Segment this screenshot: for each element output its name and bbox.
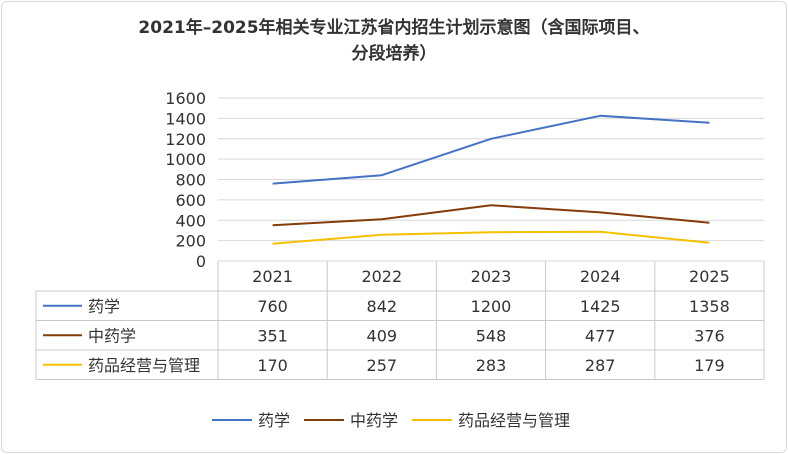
table-cell-1-2025: 1358 <box>689 297 730 316</box>
table-cell-2-2024: 477 <box>585 326 616 345</box>
legend: 药学 中药学 药品经营与管理 <box>212 411 570 430</box>
y-tick-label-400: 400 <box>175 211 206 230</box>
y-tick-label-800: 800 <box>175 171 206 190</box>
table-cell-3-2024: 287 <box>585 356 616 375</box>
chart-title-line-1: 2021年–2025年相关专业江苏省内招生计划示意图（含国际项目、 <box>138 17 649 38</box>
table-cell-3-2025: 179 <box>694 356 725 375</box>
x-tick-label-2024: 2024 <box>580 267 621 286</box>
table-cell-1-2021: 760 <box>257 297 288 316</box>
y-tick-label-0: 0 <box>196 252 206 271</box>
x-tick-label-2021: 2021 <box>252 267 293 286</box>
legend-label-3: 药品经营与管理 <box>458 411 570 430</box>
x-tick-label-2023: 2023 <box>471 267 512 286</box>
y-tick-label-600: 600 <box>175 191 206 210</box>
table-row-label-3: 药品经营与管理 <box>88 356 200 375</box>
legend-label-2: 中药学 <box>350 411 398 430</box>
y-tick-label-1200: 1200 <box>165 130 206 149</box>
table-row-label-1: 药学 <box>88 297 120 316</box>
table-cell-1-2022: 842 <box>367 297 398 316</box>
y-tick-label-1600: 1600 <box>165 89 206 108</box>
table-cell-3-2023: 283 <box>476 356 507 375</box>
x-tick-label-2022: 2022 <box>361 267 402 286</box>
table-cell-1-2024: 1425 <box>580 297 621 316</box>
table-cell-2-2022: 409 <box>367 326 398 345</box>
table-cell-3-2022: 257 <box>367 356 398 375</box>
y-tick-label-1400: 1400 <box>165 109 206 128</box>
table-cell-3-2021: 170 <box>257 356 288 375</box>
table-row-label-2: 中药学 <box>88 326 136 345</box>
series-line-2 <box>272 204 710 227</box>
gridlines <box>218 97 764 262</box>
series-line-3 <box>272 230 710 245</box>
table-cell-2-2023: 548 <box>476 326 507 345</box>
series-line-1 <box>272 114 710 185</box>
table-cell-1-2023: 1200 <box>471 297 512 316</box>
table-cell-2-2025: 376 <box>694 326 725 345</box>
table-cell-2-2021: 351 <box>257 326 288 345</box>
y-tick-label-200: 200 <box>175 232 206 251</box>
x-tick-label-2025: 2025 <box>689 267 730 286</box>
legend-label-1: 药学 <box>258 411 290 430</box>
chart-title-line-2: 分段培养） <box>352 43 437 64</box>
series-lines <box>272 114 710 245</box>
data-table: 2021 2022 2023 2024 2025 药学 760 842 1200 1425 1358… <box>35 261 765 380</box>
y-tick-label-1000: 1000 <box>165 150 206 169</box>
